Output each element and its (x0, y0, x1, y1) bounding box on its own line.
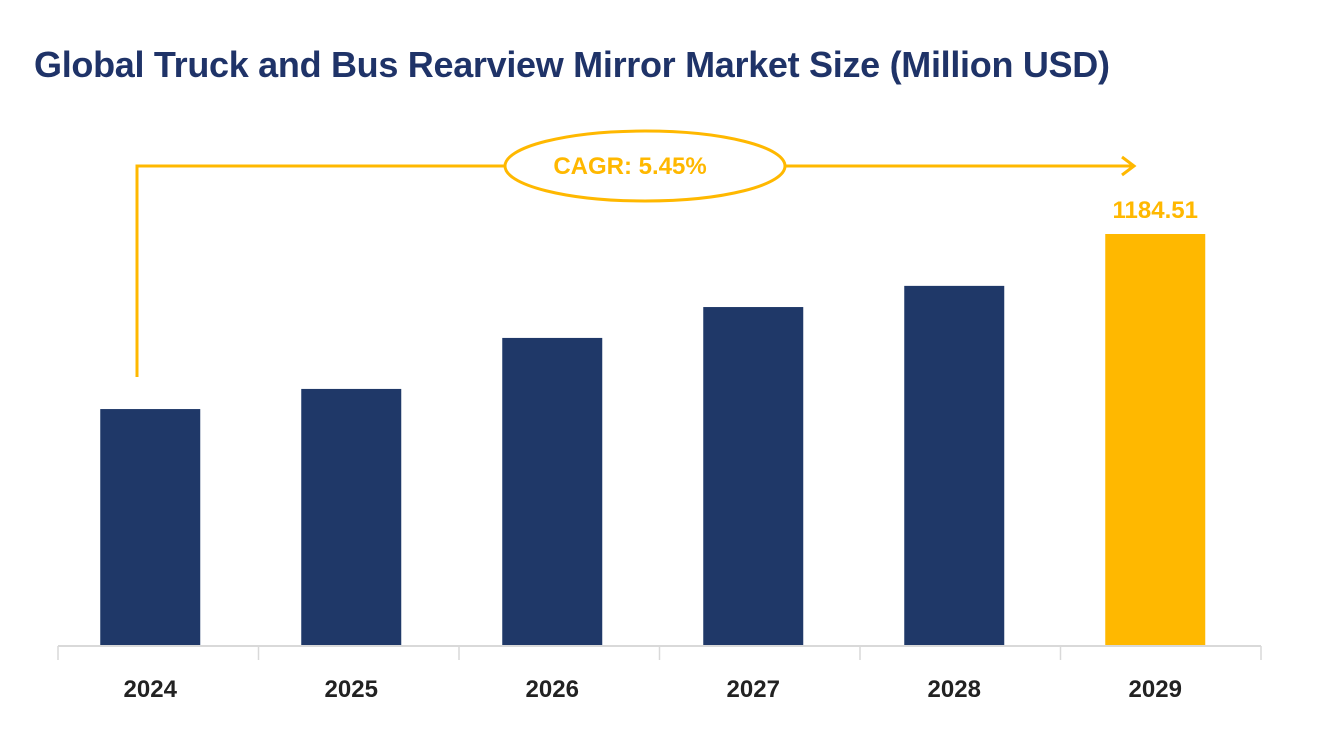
x-tick-label: 2024 (124, 676, 178, 703)
cagr-ellipse (503, 129, 787, 203)
x-tick-label: 2028 (928, 676, 981, 703)
bar-2026 (502, 337, 603, 645)
bar-2027 (703, 307, 804, 645)
x-tick-label: 2029 (1129, 676, 1182, 703)
bar-2025 (301, 388, 402, 645)
x-tick-label: 2027 (727, 676, 780, 703)
x-tick-label: 2025 (325, 676, 378, 703)
chart-title: Global Truck and Bus Rearview Mirror Mar… (34, 44, 1110, 85)
cagr-line-left (135, 164, 505, 377)
cagr-label: CAGR: 5.45% (553, 153, 706, 180)
data-label: 1184.51 (1113, 197, 1198, 224)
x-tick-label: 2026 (526, 676, 579, 703)
bar-2024 (100, 409, 201, 645)
bar-2029 (1105, 234, 1206, 645)
bar-2028 (904, 285, 1005, 645)
arrow-head-icon (1121, 155, 1137, 177)
